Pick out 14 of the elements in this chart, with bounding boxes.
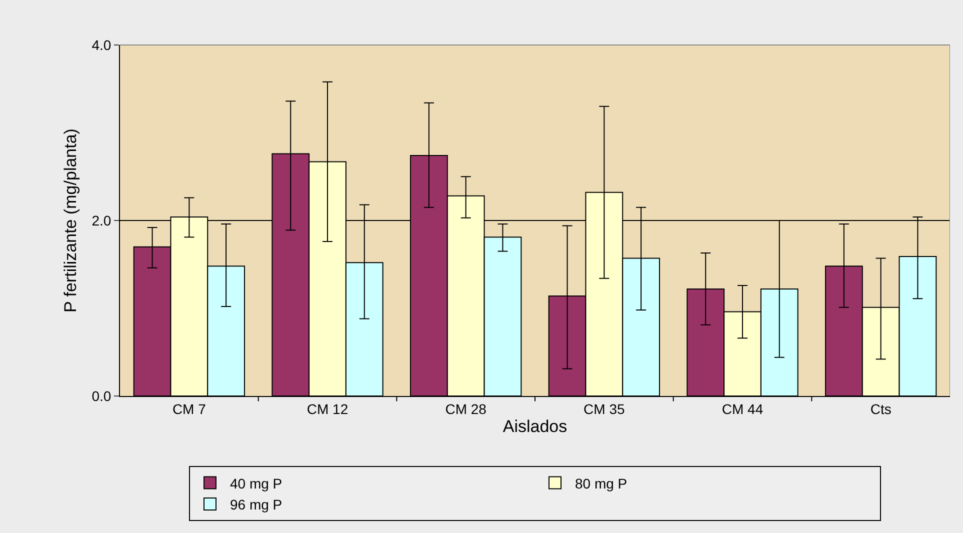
x-tick-label: CM 7 — [172, 400, 206, 417]
y-axis-title: P fertilizante (mg/planta) — [61, 128, 80, 312]
x-tick-label: Cts — [870, 400, 892, 417]
legend-label: 96 mg P — [230, 496, 282, 512]
x-tick-label: CM 28 — [445, 400, 487, 417]
y-tick-label: 0.0 — [92, 388, 112, 404]
x-tick-label: CM 35 — [584, 400, 625, 417]
y-tick-label: 4.0 — [92, 36, 112, 53]
x-tick-label: CM 12 — [306, 400, 348, 417]
legend-label: 40 mg P — [230, 475, 282, 492]
legend-label: 80 mg P — [575, 475, 628, 492]
x-axis-title: Aislados — [502, 417, 568, 436]
y-tick-label: 2.0 — [92, 212, 112, 228]
x-tick-label: CM 44 — [722, 400, 764, 417]
